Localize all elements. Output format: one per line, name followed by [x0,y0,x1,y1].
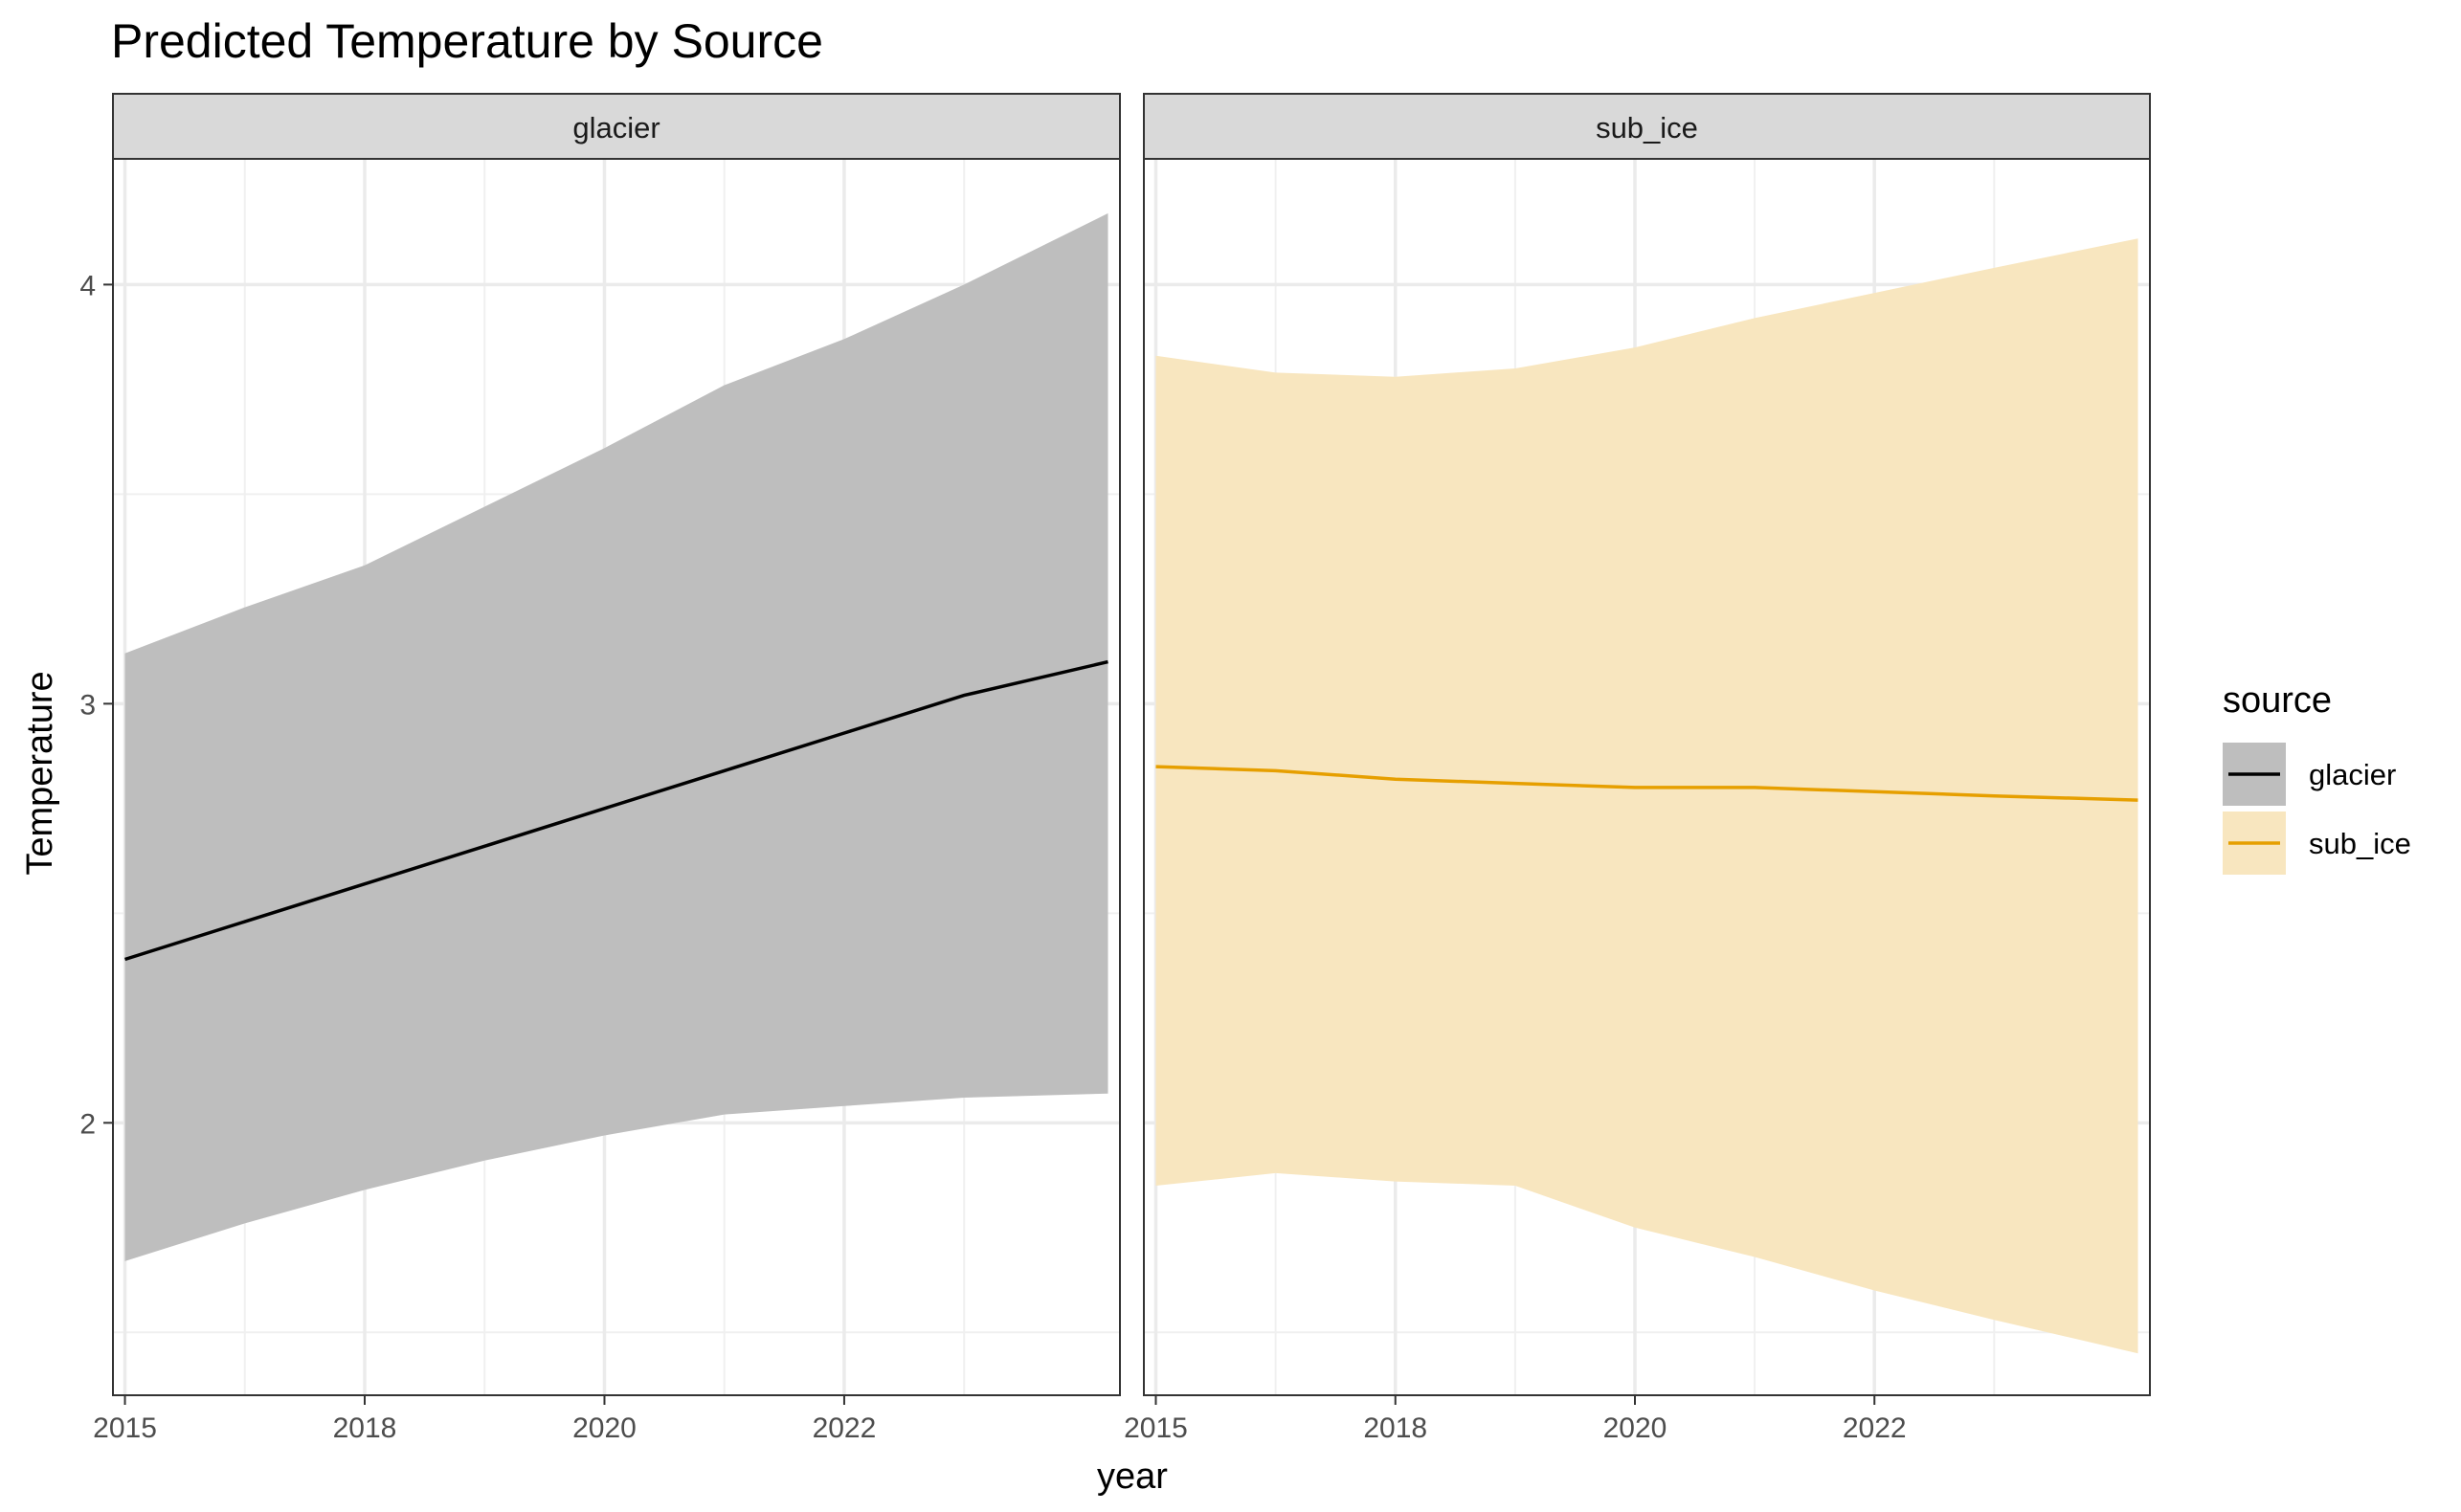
x-tick-label: 2015 [93,1412,157,1444]
x-tick-label: 2022 [813,1412,877,1444]
legend-title: source [2223,680,2332,721]
y-tick-label: 4 [79,270,96,301]
confidence-ribbon-sub_ice [1155,238,2138,1354]
y-tick-label: 3 [79,689,96,721]
y-tick-label: 2 [79,1108,96,1140]
series-line-glacier [123,659,1108,962]
x-tick-label: 2018 [333,1412,397,1444]
series-line-sub_ice [1155,765,2138,802]
legend-label-glacier: glacier [2309,758,2396,791]
x-tick-label: 2020 [1603,1412,1667,1444]
x-tick-label: 2022 [1843,1412,1907,1444]
x-tick-label: 2018 [1363,1412,1427,1444]
facet-strip [112,93,1121,160]
facet-panel-glacier: glacier 2015 2018 2020 2022 2 3 4 [79,93,1121,1444]
legend: source glacier sub_ice [2223,680,2411,875]
x-tick-label: 2015 [1124,1412,1188,1444]
facet-strip-label: glacier [572,111,660,145]
x-tick-label: 2020 [572,1412,637,1444]
legend-label-sub_ice: sub_ice [2309,827,2411,860]
facet-panel-sub_ice: sub_ice 2015 2018 2020 2022 [1124,93,2151,1444]
facet-panels: glacier 2015 2018 2020 2022 2 3 4 sub_ice 2015 201… [79,93,2151,1444]
confidence-ribbon-glacier [124,212,1108,1261]
chart-title: Predicted Temperature by Source [111,14,823,68]
x-axis-title: year [1097,1456,1168,1497]
y-axis-title: Temperature [20,671,60,875]
facet-strip-label: sub_ice [1596,111,1698,145]
facet-strip [1143,93,2151,160]
